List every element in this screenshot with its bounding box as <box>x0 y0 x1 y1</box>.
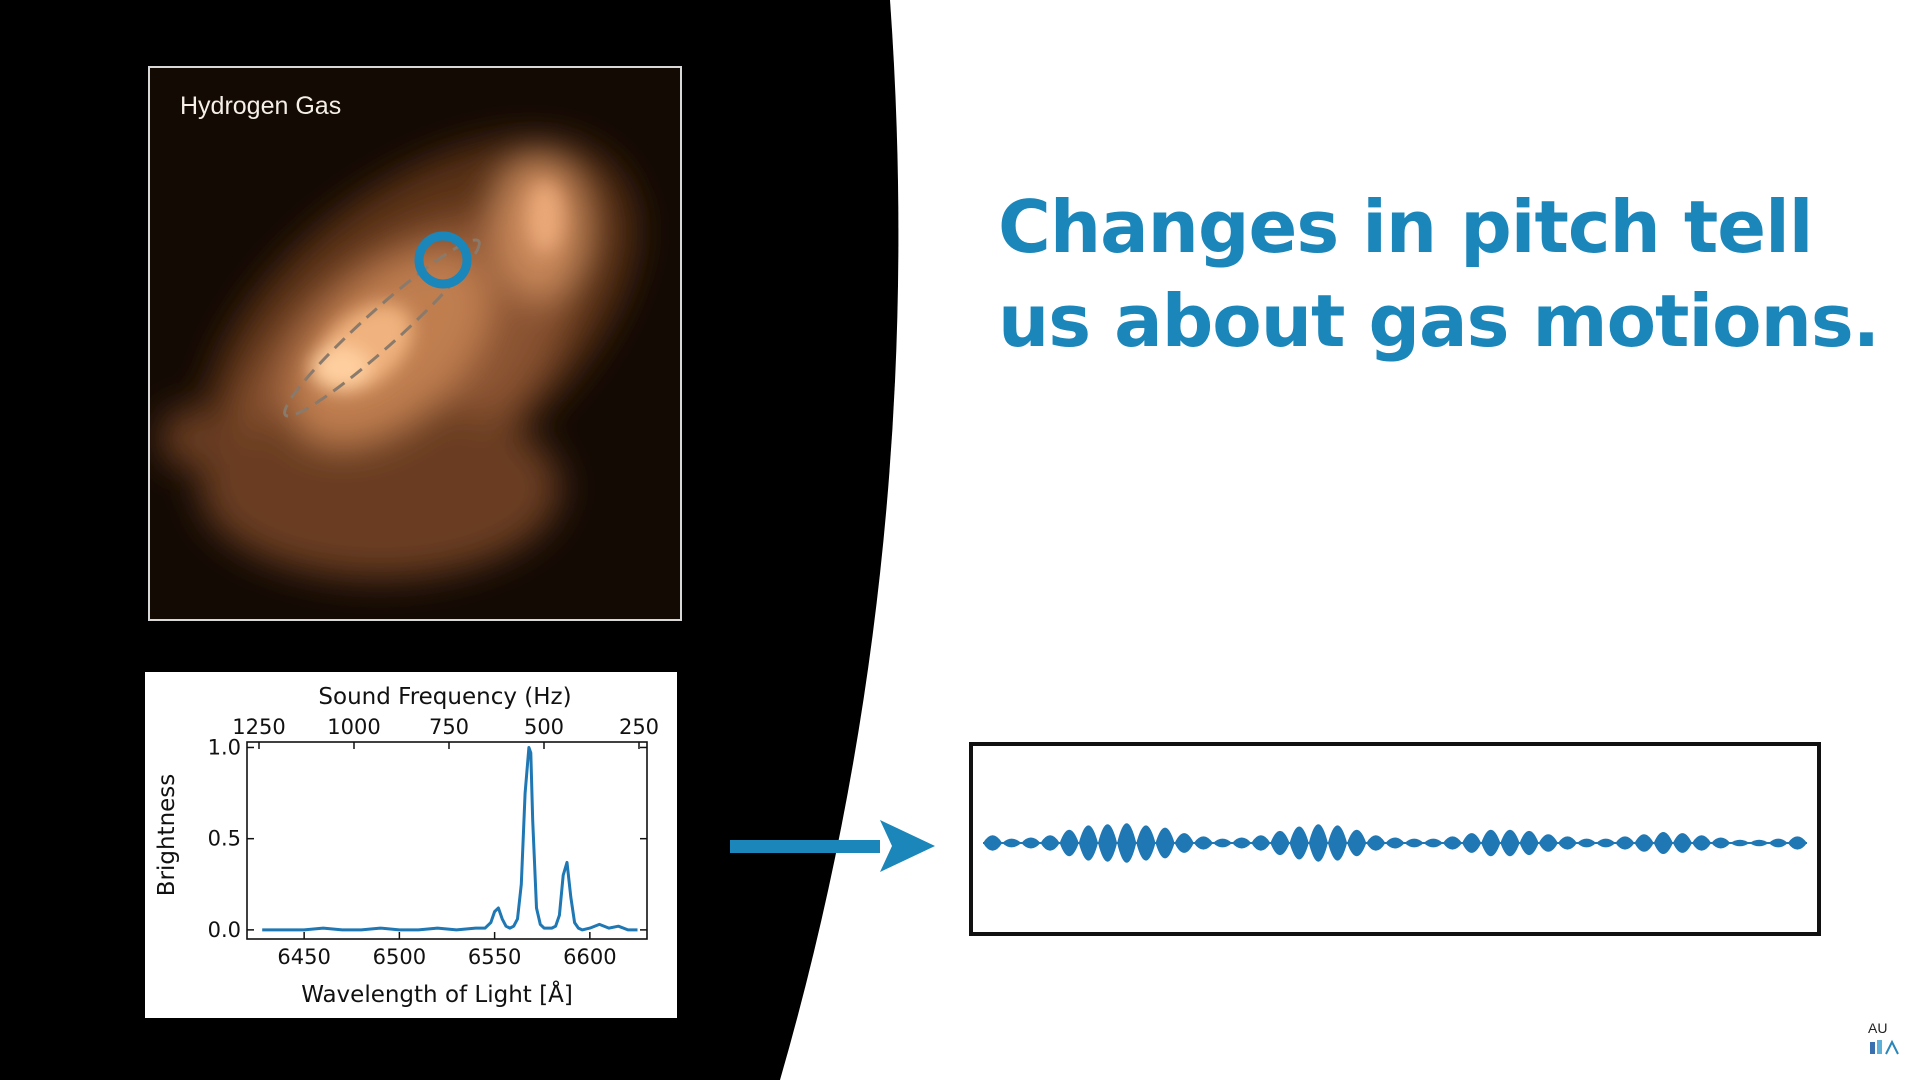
secondary-x-tick-label: 750 <box>429 715 469 739</box>
selection-circle <box>414 231 472 289</box>
x-tick-label: 6450 <box>277 945 330 969</box>
waveform-plot <box>983 823 1807 863</box>
y-tick-label: 0.0 <box>208 918 241 942</box>
arrow-right-icon <box>730 820 935 872</box>
x-tick-label: 6600 <box>563 945 616 969</box>
secondary-x-tick-label: 1000 <box>327 715 380 739</box>
au-logo: AU <box>1868 1020 1904 1062</box>
logo-mark-icon <box>1870 1039 1899 1055</box>
headline: Changes in pitch tell us about gas motio… <box>998 180 1880 368</box>
spectrum-chart: Sound Frequency (Hz) Wavelength of Light… <box>145 672 677 1018</box>
secondary-x-axis-label: Sound Frequency (Hz) <box>318 684 571 710</box>
hydrogen-gas-image: Hydrogen Gas <box>148 66 682 621</box>
secondary-x-tick-label: 250 <box>619 715 659 739</box>
headline-line-1: Changes in pitch tell <box>998 185 1814 269</box>
secondary-x-tick-label: 500 <box>524 715 564 739</box>
x-axis-label: Wavelength of Light [Å] <box>301 980 573 1008</box>
spectrum-line <box>262 746 638 932</box>
spectrum-plot: Sound Frequency (Hz) Wavelength of Light… <box>154 684 659 1008</box>
x-tick-label: 6550 <box>468 945 521 969</box>
slit-outline <box>283 238 481 418</box>
y-axis-label: Brightness <box>154 774 180 897</box>
audio-waveform <box>969 742 1821 936</box>
image-label: Hydrogen Gas <box>180 92 342 120</box>
secondary-x-tick-label: 1250 <box>232 715 285 739</box>
y-tick-label: 0.5 <box>208 827 241 851</box>
plot-frame <box>246 741 648 940</box>
logo-text: AU <box>1868 1020 1888 1036</box>
headline-line-2: us about gas motions. <box>998 279 1880 363</box>
gas-image-render <box>150 68 680 619</box>
x-tick-label: 6500 <box>373 945 426 969</box>
y-tick-label: 1.0 <box>208 735 241 759</box>
